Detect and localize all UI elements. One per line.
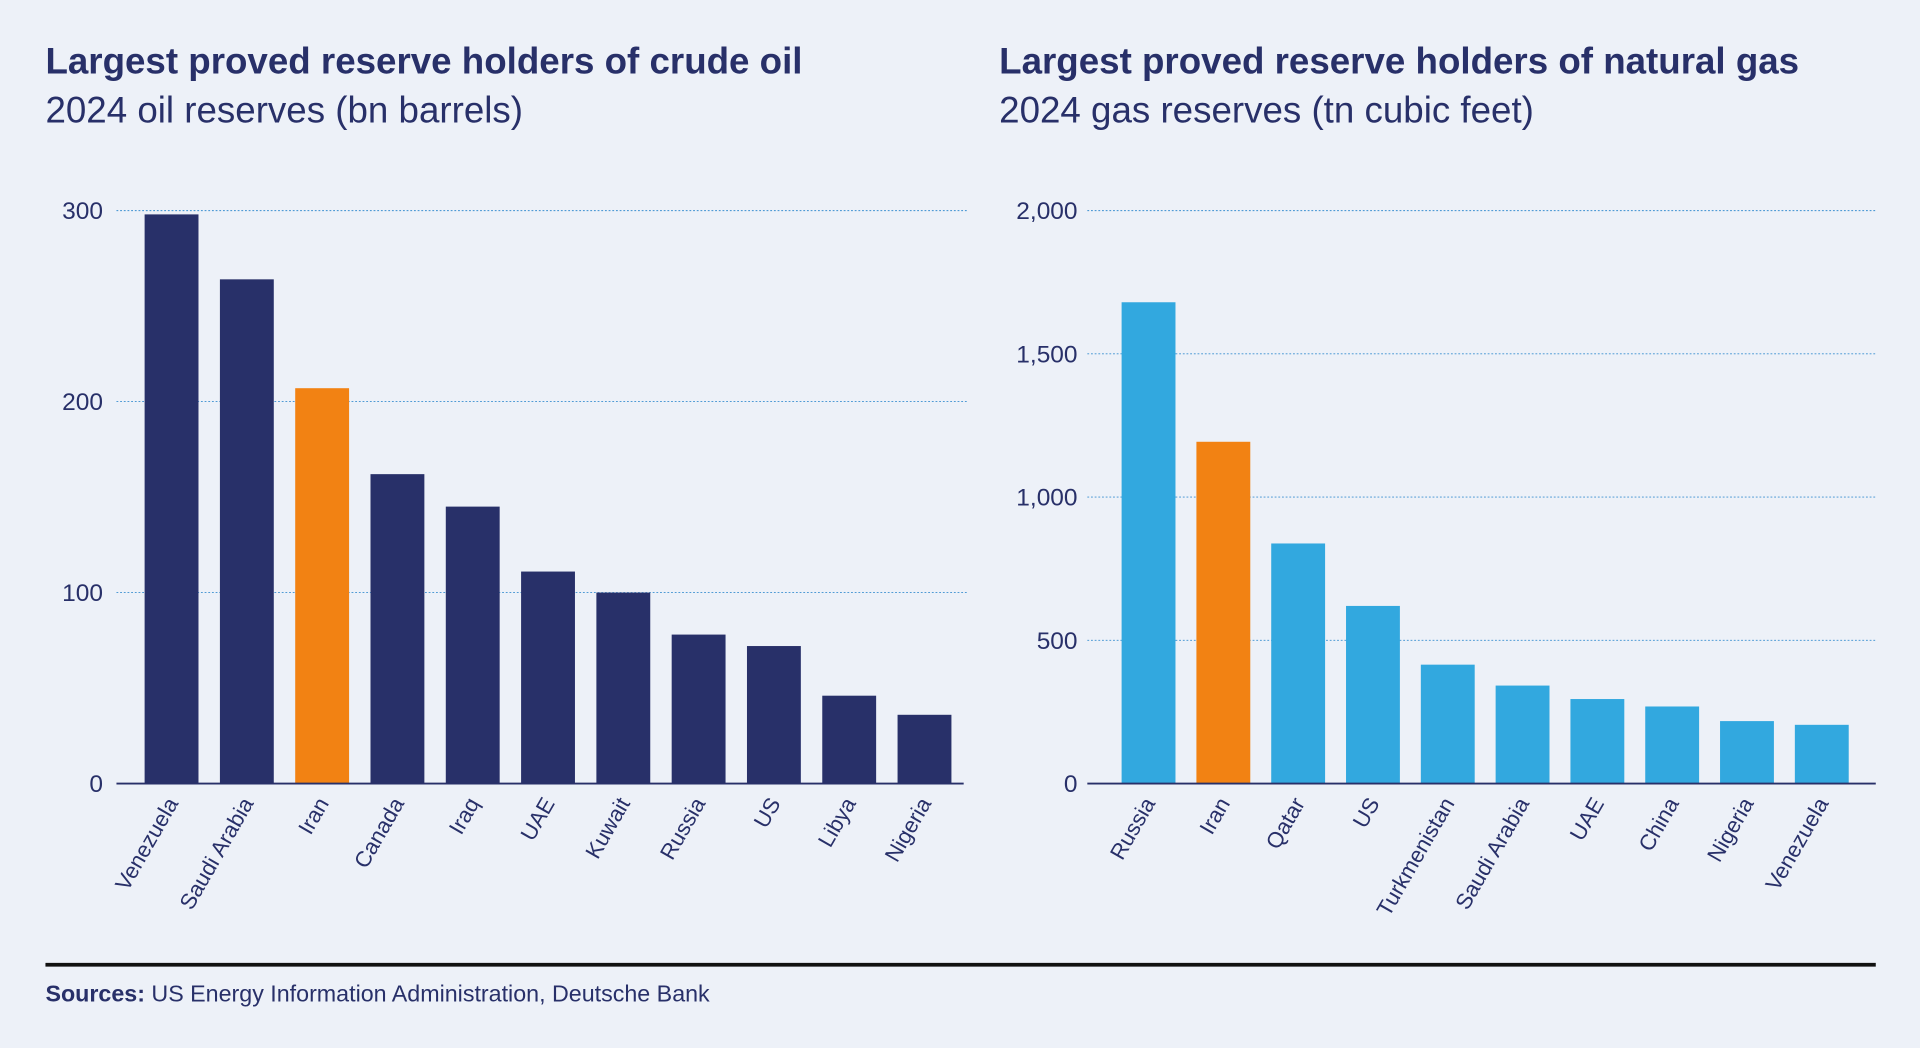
gas-bar-russia (1121, 302, 1176, 784)
gas-bar-qatar (1271, 543, 1326, 784)
gas-bar-venezuela (1794, 724, 1849, 784)
sources-text: US Energy Information Administration, De… (145, 980, 710, 1006)
oil-y-tick-label: 100 (62, 580, 103, 607)
gas-bar-uae (1570, 699, 1625, 784)
oil-bar-nigeria (897, 714, 952, 784)
gas-y-tick-label: 500 (1037, 628, 1078, 655)
oil-bar-russia (671, 634, 726, 784)
gas-bar-us (1346, 605, 1400, 784)
sources-label: Sources: (45, 980, 145, 1006)
gas-y-tick-label: 1,000 (1016, 485, 1077, 512)
oil-bar-us (746, 646, 801, 784)
sources-note: Sources: US Energy Information Administr… (45, 980, 710, 1006)
oil-bar-uae (521, 571, 575, 784)
oil-bar-iraq (445, 506, 500, 784)
gas-bar-iran (1196, 441, 1251, 784)
gas-bar-china (1645, 706, 1700, 784)
oil-y-tick-label: 300 (62, 198, 103, 225)
oil-bar-kuwait (596, 592, 651, 784)
oil-chart-subtitle: 2024 oil reserves (bn barrels) (45, 89, 523, 130)
gas-bar-saudi-arabia (1495, 685, 1550, 784)
oil-y-tick-label: 0 (89, 771, 103, 798)
oil-bar-venezuela (144, 214, 199, 784)
oil-bar-saudi-arabia (219, 279, 274, 784)
gas-chart-title: Largest proved reserve holders of natura… (999, 40, 1799, 81)
gas-y-tick-label: 0 (1064, 771, 1078, 798)
oil-bar-iran (295, 388, 350, 784)
gas-y-tick-label: 2,000 (1016, 198, 1077, 225)
oil-bar-canada (370, 474, 425, 784)
gas-chart-subtitle: 2024 gas reserves (tn cubic feet) (999, 89, 1534, 130)
oil-bar-libya (822, 695, 877, 784)
gas-bar-turkmenistan (1420, 664, 1475, 784)
oil-y-tick-label: 200 (62, 389, 103, 416)
gas-bar-nigeria (1720, 721, 1774, 784)
oil-chart-title: Largest proved reserve holders of crude … (45, 40, 802, 81)
gas-y-tick-label: 1,500 (1016, 341, 1077, 368)
